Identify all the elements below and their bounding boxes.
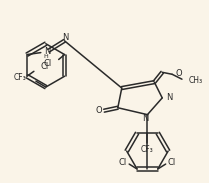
Text: N: N (62, 33, 69, 42)
Text: CF₃: CF₃ (13, 73, 26, 82)
Text: CF₃: CF₃ (141, 145, 154, 154)
Text: Cl: Cl (118, 158, 126, 167)
Text: N: N (142, 114, 149, 123)
Text: CH₃: CH₃ (189, 76, 203, 85)
Text: N: N (166, 93, 173, 102)
Text: N: N (44, 47, 50, 56)
Text: O: O (96, 106, 102, 115)
Text: Cl: Cl (167, 158, 176, 167)
Text: O: O (175, 69, 182, 78)
Text: Cl: Cl (43, 59, 52, 68)
Text: H: H (44, 54, 48, 59)
Text: Cl: Cl (41, 62, 49, 71)
